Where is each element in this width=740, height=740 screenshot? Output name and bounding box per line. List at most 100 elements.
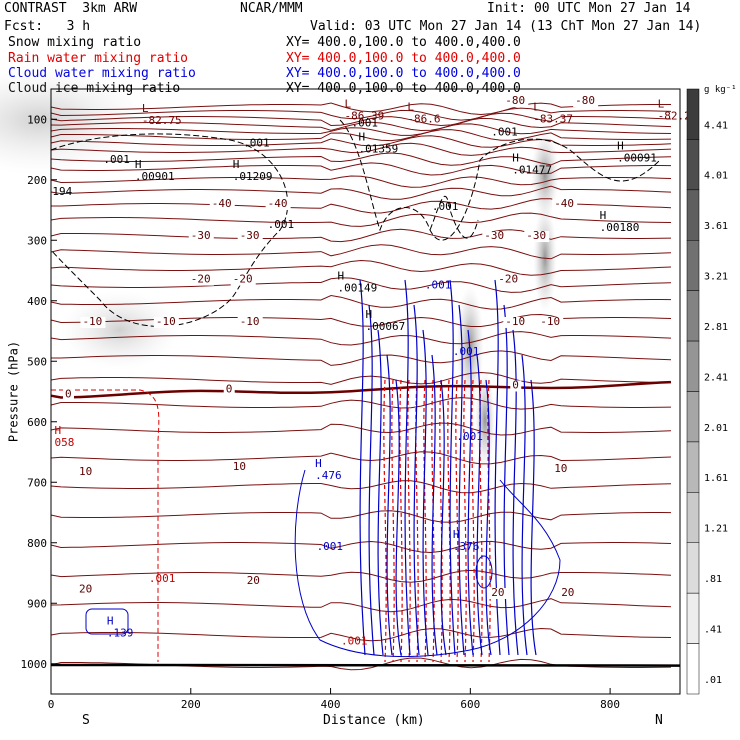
temperature-contours [50,102,681,671]
snow-contours [50,119,661,327]
contour-label-bg [573,96,599,108]
contour-label-bg [237,316,263,328]
extremum-symbol: H [512,152,519,165]
contour-label-bg [265,198,291,210]
temperature-contour-label: 10 [233,460,246,473]
cloud-water-contour [359,279,366,656]
temperature-contour-label: -80 [575,94,595,107]
temperature-contour-line [50,627,672,642]
legend-snow-xy: XY= 400.0,100.0 to 400.0,400.0 [286,35,521,50]
contour-label-bg [223,384,235,396]
temperature-contour-line [50,510,672,523]
extremum-symbol: H [107,615,114,628]
rain-contour [51,389,160,662]
rain-contour [447,379,451,663]
temperature-contour-line [50,331,672,346]
extremum-symbol: H [366,308,373,321]
temperature-contour-line [50,397,672,410]
temperature-contour-line [50,152,672,166]
y-tick-label: 1000 [21,658,48,671]
rain-contour [455,379,459,663]
extremum-symbol: H [359,131,366,144]
temperature-contour-label: -40 [268,197,288,210]
temperature-contour-line [50,123,672,136]
y-tick-label: 900 [27,597,47,610]
extremum-symbol: H [233,158,240,171]
rain-contour [463,379,467,663]
extremum-value: .01209 [233,170,273,183]
temperature-contour-label: 0 [226,383,233,396]
temperature-contour-label: -10 [240,315,260,328]
temperature-contour-label: 20 [247,574,260,587]
temperature-contour-label: -10 [540,315,560,328]
rain-contour [423,379,427,663]
legend-cloudwater-xy: XY= 400.0,100.0 to 400.0,400.0 [286,66,521,81]
extremum-value: -82.75 [142,114,182,127]
contour-value-label: .001 [268,218,295,231]
extremum-symbol: L [142,102,149,115]
temperature-contour-label: -10 [82,315,102,328]
contour-value-label: .001 [456,430,483,443]
contour-label-bg [237,231,263,243]
colorbar-label: .41 [704,624,722,635]
snow-contour [50,133,289,327]
cloud-water-contour [395,379,402,656]
temperature-contour-line [50,175,672,188]
rain-contour [407,379,411,663]
temperature-contour-line [50,212,672,227]
contour-value-label: 194 [52,185,72,198]
colorbar-label: 2.01 [704,423,728,434]
cloud-water-contour [521,354,528,656]
colorbar-unit: g kg⁻¹ [704,85,737,95]
center-title: NCAR/MMM [240,1,303,16]
snow-contour [429,195,479,239]
colorbar-swatch [686,492,700,544]
y-tick-label: 500 [27,355,47,368]
contour-label-bg [76,584,95,596]
colorbar-swatch [686,643,700,695]
contour-label-bg [76,466,95,478]
temperature-contour-line [50,540,672,554]
extremum-value: .00091 [617,152,657,165]
colorbar-label: 4.41 [704,120,728,131]
cloud-water-contour [449,279,456,656]
init-time: Init: 00 UTC Mon 27 Jan 14 [487,1,691,16]
cloud-water-contour [458,304,465,656]
cloud-water-contours [85,279,561,658]
temperature-contour-label: -40 [554,197,574,210]
temperature-contour-label: 10 [79,465,92,478]
contour-label-bg [62,389,74,401]
legend-rain-xy: XY= 400.0,100.0 to 400.0,400.0 [286,51,521,66]
temperature-contour-line [50,142,672,156]
contour-label-bg [496,274,522,286]
freezing-level-line [50,380,672,399]
contour-value-label: .001 [352,117,379,130]
colorbar-label: 2.81 [704,322,728,333]
cloud-water-contour [485,379,492,656]
cloud-water-contour [467,329,474,656]
extremum-symbol: L [533,100,540,113]
cloud-water-contour [413,304,420,656]
ice-shade-region [475,370,495,470]
y-tick-label: 400 [27,295,47,308]
colorbar-swatch [686,240,700,291]
temperature-contour-line [51,350,672,366]
temperature-contour-line [50,480,672,494]
extremum-symbol: H [600,209,607,222]
legend-snow: Snow mixing ratio [8,35,142,50]
contour-value-label: .001 [491,126,518,139]
cloud-water-contour [512,329,519,656]
colorbar-label: 3.21 [704,272,728,283]
cloud-water-contour [294,469,561,658]
contour-label-bg [188,231,214,243]
cloud-water-contour [440,379,447,656]
cloud-water-contour [431,354,438,656]
extremum-symbol: L [345,97,352,110]
extremum-value: .00901 [135,170,175,183]
contour-label-bg [230,274,256,286]
temperature-contour-label: 10 [554,462,567,475]
x-tick-label: 400 [321,698,341,711]
colorbar-label: 1.21 [704,524,728,535]
contour-label-bg [552,198,578,210]
